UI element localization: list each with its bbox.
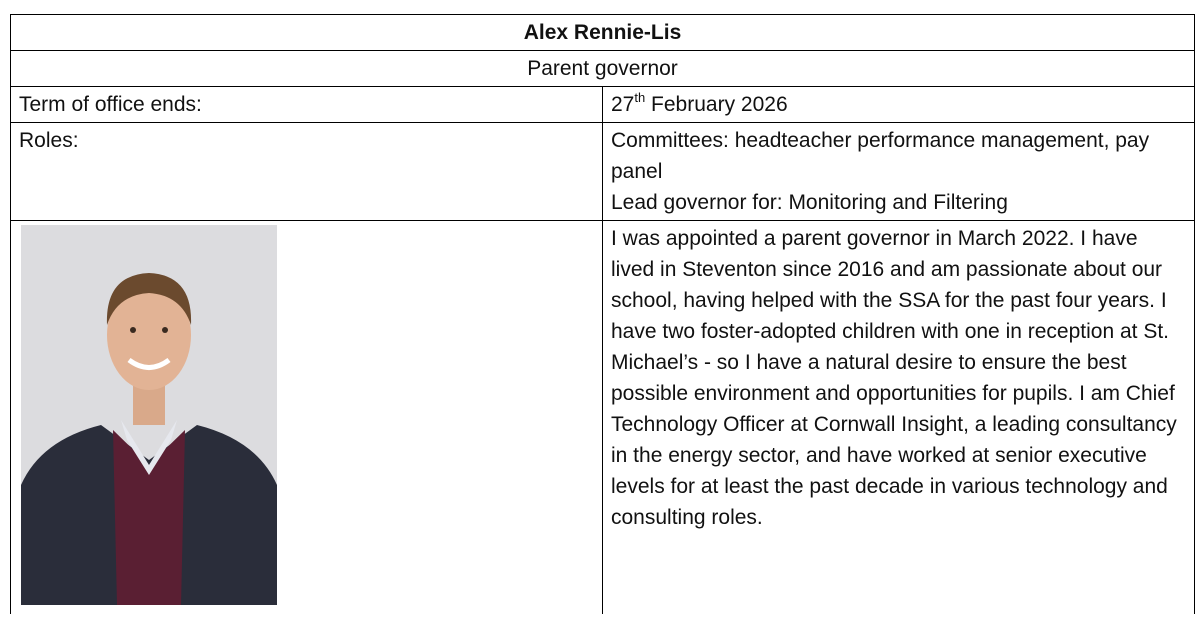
- bio-cell: I was appointed a parent governor in Mar…: [602, 220, 1195, 614]
- governor-position: Parent governor: [10, 50, 1195, 87]
- roles-value: Committees: headteacher performance mana…: [602, 122, 1195, 221]
- position-row: Parent governor: [10, 50, 1195, 87]
- governor-table: Alex Rennie-Lis Parent governor Term of …: [10, 14, 1195, 614]
- term-day: 27: [611, 93, 635, 116]
- roles-line: Lead governor for: Monitoring and Filter…: [611, 191, 1008, 214]
- term-date: February 2026: [651, 93, 788, 116]
- photo-cell: [10, 220, 603, 614]
- roles-line: Committees: headteacher performance mana…: [611, 129, 1150, 183]
- name-row: Alex Rennie-Lis: [10, 14, 1195, 51]
- bio-text: I was appointed a parent governor in Mar…: [611, 227, 1177, 529]
- roles-label: Roles:: [10, 122, 603, 221]
- term-label: Term of office ends:: [10, 86, 603, 123]
- term-value: 27th February 2026: [602, 86, 1195, 123]
- roles-row: Roles: Committees: headteacher performan…: [10, 122, 1195, 221]
- term-suffix: th: [634, 90, 646, 105]
- bio-row: I was appointed a parent governor in Mar…: [10, 220, 1195, 614]
- portrait-photo: [21, 225, 277, 605]
- governor-name: Alex Rennie-Lis: [10, 14, 1195, 51]
- term-row: Term of office ends: 27th February 2026: [10, 86, 1195, 123]
